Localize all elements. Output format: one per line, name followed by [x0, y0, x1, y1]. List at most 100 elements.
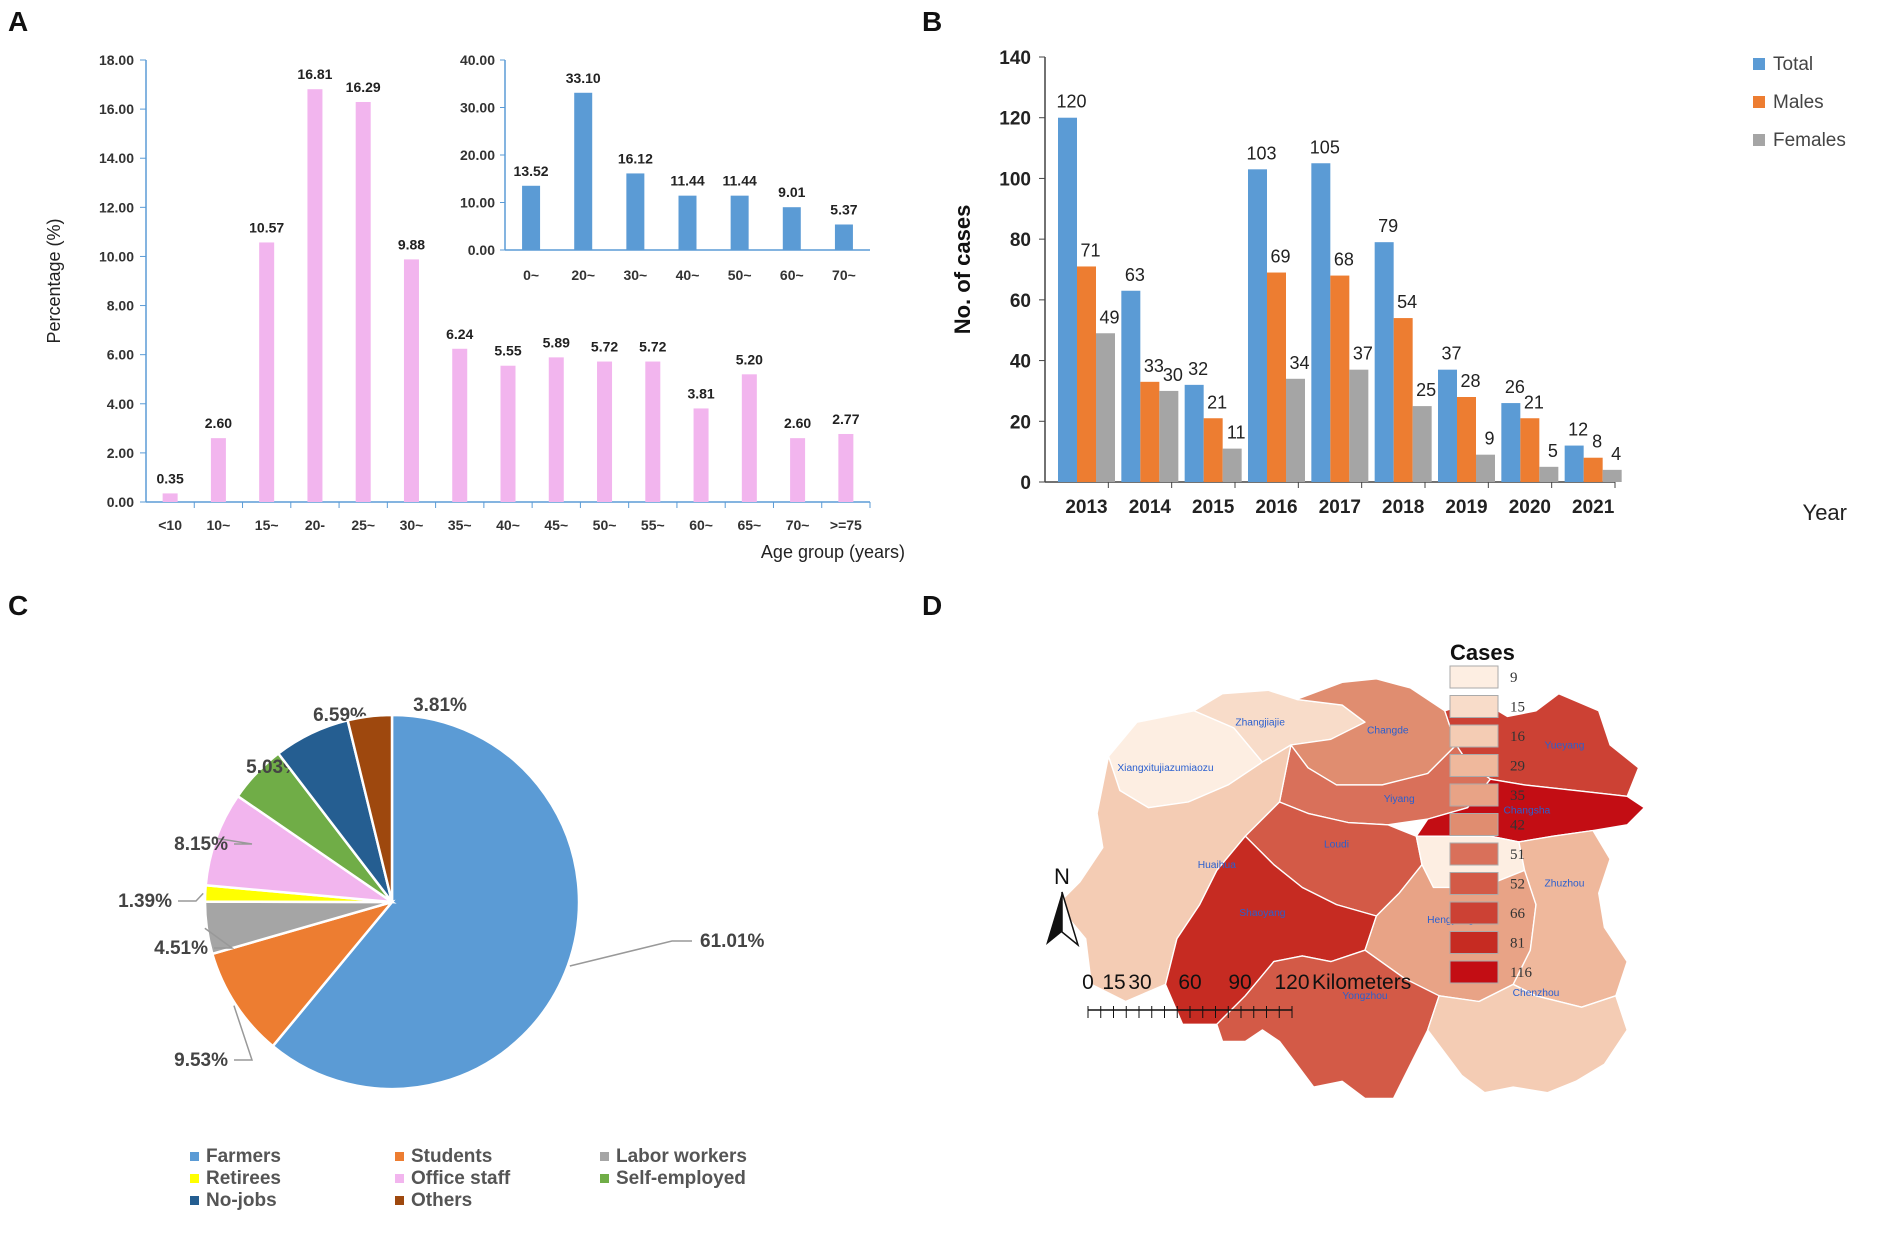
pie-leader-line: [178, 892, 204, 902]
b-data-label: 8: [1592, 432, 1602, 452]
a-inset-x-tick-label: 30~: [623, 267, 647, 283]
a-y-axis-title: Percentage (%): [44, 218, 64, 343]
pie-leader-line: [233, 1005, 254, 1061]
a-x-tick-label: 70~: [786, 517, 810, 533]
a-bar: [162, 493, 178, 502]
a-data-label: 2.60: [205, 415, 232, 431]
map-legend-swatch: [1449, 754, 1499, 777]
b-x-tick-label: 2021: [1572, 497, 1615, 518]
north-label: N: [1054, 864, 1070, 889]
b-bar-total: [1058, 117, 1077, 482]
hunan-case-map: Xiangxitujiazumiaozu Zhangjiajie Changde Yu…: [1046, 640, 1645, 1100]
pie-legend-swatch: [395, 1196, 404, 1205]
map-legend-label: 52: [1510, 877, 1525, 893]
a-x-tick-label: 55~: [641, 517, 665, 533]
a-inset-data-label: 33.10: [566, 70, 601, 86]
b-data-label: 26: [1505, 377, 1525, 397]
b-y-tick-label: 100: [999, 169, 1031, 190]
b-bar-females: [1286, 378, 1305, 482]
a-inset-bar: [834, 224, 853, 250]
map-legend-swatch: [1449, 813, 1499, 836]
a-bar: [500, 365, 516, 502]
pie-data-label: 9.53%: [174, 1050, 228, 1071]
b-bar-males: [1393, 318, 1413, 482]
map-legend-swatch: [1449, 724, 1499, 748]
pie-legend-label: Labor workers: [616, 1146, 747, 1167]
b-data-label: 5: [1548, 441, 1558, 461]
pie-leader-line: [569, 940, 692, 967]
map-region-label: Xiangxitujiazumiaozu: [1117, 763, 1214, 774]
a-y-tick-label: 8.00: [107, 298, 134, 314]
map-legend-swatch: [1449, 960, 1499, 984]
b-bar-females: [1602, 469, 1622, 482]
pie-legend-swatch: [190, 1174, 199, 1183]
map-legend-label: 35: [1510, 788, 1525, 804]
map-region-label: Chenzhou: [1513, 988, 1560, 999]
a-inset-x-tick-label: 70~: [832, 267, 856, 283]
a-data-label: 3.81: [687, 385, 714, 401]
b-bar-males: [1077, 266, 1096, 482]
map-region-label: Zhangjiajie: [1235, 718, 1285, 729]
b-bar-total: [1248, 169, 1267, 483]
b-y-tick-label: 80: [1010, 230, 1031, 251]
b-bar-total: [1311, 163, 1331, 482]
map-region-label: Loudi: [1324, 840, 1349, 851]
map-region-label: Changde: [1367, 726, 1409, 737]
yearly-cases-chart: 0204060801001201401207149201363333020143…: [950, 48, 1847, 525]
scale-label: 60: [1178, 971, 1201, 994]
a-y-tick-label: 6.00: [107, 347, 134, 363]
b-data-label: 32: [1188, 359, 1208, 379]
a-bar: [355, 101, 371, 503]
a-inset-y-tick-label: 10.00: [460, 195, 495, 211]
pie-legend-label: Farmers: [206, 1146, 281, 1167]
b-bar-females: [1412, 406, 1432, 482]
pie-slice-farmers: [271, 713, 581, 1091]
a-bar: [548, 357, 564, 502]
b-legend-label: Females: [1773, 130, 1846, 151]
map-region-label: Yongzhou: [1342, 991, 1388, 1002]
b-legend-label: Males: [1773, 92, 1824, 113]
b-x-tick-label: 2013: [1065, 497, 1107, 518]
map-regions: Xiangxitujiazumiaozu Zhangjiajie Changde Yu…: [1056, 678, 1645, 1100]
map-legend-swatch: [1449, 901, 1499, 925]
b-bar-males: [1330, 275, 1350, 482]
north-arrow-icon-outline: [1061, 891, 1080, 948]
map-legend-label: 42: [1510, 818, 1525, 834]
a-bar: [838, 433, 854, 502]
b-bar-total: [1374, 242, 1394, 482]
b-bar-total: [1564, 445, 1584, 482]
a-data-label: 0.35: [157, 470, 184, 486]
a-inset-bar: [730, 195, 749, 250]
b-x-tick-label: 2014: [1129, 497, 1172, 518]
pie-legend-label: No-jobs: [206, 1190, 277, 1211]
b-data-label: 21: [1207, 392, 1227, 412]
b-y-axis-title: No. of cases: [950, 205, 975, 335]
pie-data-label: 1.39%: [118, 891, 172, 912]
b-data-label: 11: [1227, 423, 1246, 443]
a-bar: [452, 348, 468, 502]
b-data-label: 63: [1125, 265, 1145, 285]
a-inset-data-label: 16.12: [618, 150, 653, 166]
a-y-tick-label: 4.00: [107, 396, 134, 412]
b-data-label: 34: [1289, 353, 1309, 373]
age-group-chart: 0.00 2.00 4.00 6.00 8.00 10.00 12.00 14.00 16.00…: [44, 52, 905, 562]
a-x-tick-label: 65~: [737, 517, 761, 533]
a-inset-data-label: 5.37: [830, 201, 857, 217]
map-legend-label: 66: [1510, 906, 1526, 922]
a-data-label: 16.29: [346, 79, 381, 95]
b-x-tick-label: 2020: [1509, 497, 1551, 518]
a-x-tick-label: 25~: [351, 517, 375, 533]
pie-data-label: 3.81%: [413, 695, 467, 716]
pie-legend-swatch: [395, 1174, 404, 1183]
a-bar: [741, 374, 757, 502]
a-data-label: 5.72: [591, 339, 618, 355]
a-data-label: 16.81: [297, 66, 332, 82]
b-x-tick-label: 2015: [1192, 497, 1235, 518]
scale-label: 30: [1128, 971, 1151, 994]
a-inset-data-label: 11.44: [670, 173, 704, 189]
b-data-label: 25: [1416, 380, 1436, 400]
panel-letter-a: A: [8, 6, 29, 37]
map-legend-label: 116: [1510, 965, 1532, 981]
b-x-axis-title: Year: [1803, 500, 1847, 525]
a-x-tick-label: 35~: [448, 517, 472, 533]
